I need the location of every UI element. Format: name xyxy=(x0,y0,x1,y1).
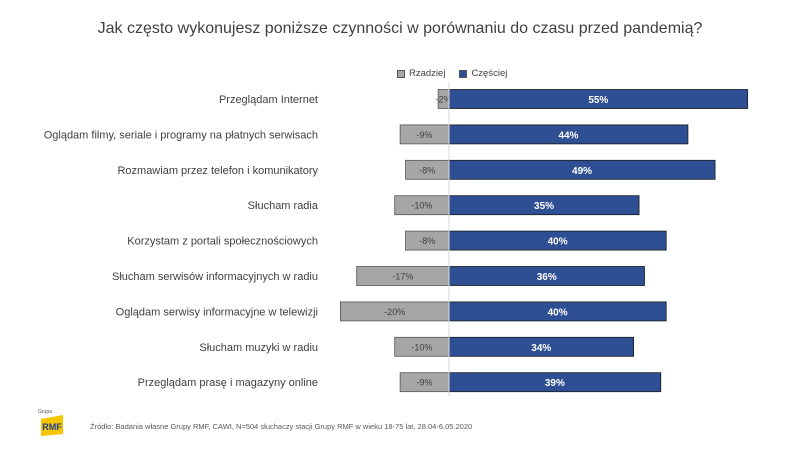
legend: Rzadziej Częściej xyxy=(397,68,507,79)
data-label-czesciej: 34% xyxy=(531,343,551,354)
category-label: Korzystam z portali społecznościowych xyxy=(127,236,318,248)
data-label-czesciej: 40% xyxy=(548,307,568,318)
data-label-rzadziej: -20% xyxy=(384,307,405,317)
source-note: Źródło: Badania własne Grupy RMF, CAWI, … xyxy=(90,422,473,431)
category-label: Oglądam filmy, seriale i programy na pła… xyxy=(44,129,318,141)
data-label-czesciej: 49% xyxy=(572,166,592,177)
rmf-logo: RMF Grupa xyxy=(38,409,66,438)
data-label-czesciej: 55% xyxy=(588,95,608,106)
data-label-rzadziej: -17% xyxy=(392,272,413,282)
legend-swatch-rzadziej xyxy=(397,69,405,78)
rmf-logo-mark: RMF xyxy=(41,415,63,436)
legend-item-czesciej: Częściej xyxy=(459,68,507,79)
data-label-czesciej: 36% xyxy=(537,272,557,283)
category-label: Przeglądam Internet xyxy=(219,94,318,106)
category-label: Słucham radia xyxy=(248,200,319,212)
category-label: Oglądam serwisy informacyjne w telewizji xyxy=(116,306,318,318)
data-label-rzadziej: -10% xyxy=(411,342,432,352)
data-label-czesciej: 39% xyxy=(545,378,565,389)
category-label: Słucham muzyki w radiu xyxy=(199,342,318,354)
chart-title: Jak często wykonujesz poniższe czynności… xyxy=(97,20,703,37)
rmf-logo-text: RMF xyxy=(42,422,62,432)
data-label-rzadziej: -10% xyxy=(411,201,432,211)
legend-label-rzadziej: Rzadziej xyxy=(409,68,446,79)
data-label-czesciej: 44% xyxy=(558,130,578,141)
data-label-rzadziej: -8% xyxy=(419,165,435,175)
data-label-czesciej: 35% xyxy=(534,201,554,212)
data-label-rzadziej: -9% xyxy=(417,378,433,388)
legend-swatch-czesciej xyxy=(459,69,468,78)
data-label-czesciej: 40% xyxy=(548,237,568,248)
legend-item-rzadziej: Rzadziej xyxy=(397,68,445,79)
data-label-rzadziej: -9% xyxy=(417,130,433,140)
rmf-logo-small-text: Grupa xyxy=(38,409,52,415)
legend-label-czesciej: Częściej xyxy=(471,68,508,79)
category-label: Rozmawiam przez telefon i komunikatory xyxy=(117,165,318,177)
category-label: Słucham serwisów informacyjnych w radiu xyxy=(112,271,318,283)
category-label: Przeglądam prasę i magazyny online xyxy=(138,377,318,389)
data-label-rzadziej: -8% xyxy=(419,236,435,246)
data-label-rzadziej: -2% xyxy=(436,95,452,105)
